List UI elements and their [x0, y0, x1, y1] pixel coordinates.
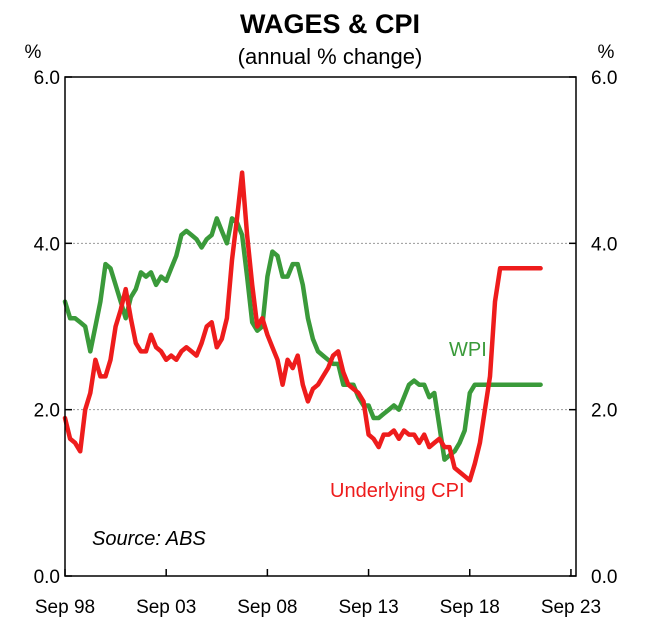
x-tick-label-0: Sep 98 [35, 597, 95, 618]
x-tick-label-1: Sep 03 [136, 597, 196, 618]
y-tick-label-right-1: 2.0 [591, 401, 617, 422]
y-tick-label-left-2: 4.0 [34, 234, 60, 255]
y-tick-label-right-2: 4.0 [591, 234, 617, 255]
axis-ticks [64, 76, 576, 577]
series-label-underlying-cpi: Underlying CPI [330, 480, 465, 502]
series-layer [62, 170, 543, 483]
y-tick-label-right-3: 6.0 [591, 68, 617, 89]
x-tick-label-3: Sep 13 [338, 597, 398, 618]
x-tick-label-4: Sep 18 [440, 597, 500, 618]
chart-subtitle: (annual % change) [238, 44, 423, 69]
y-tick-label-left-0: 0.0 [34, 567, 60, 588]
chart-title: WAGES & CPI [240, 9, 420, 39]
plot-frame [64, 76, 577, 577]
y-tick-labels-left: 0.0 2.0 4.0 6.0 [34, 68, 60, 588]
source-note: Source: ABS [92, 528, 206, 550]
x-tick-labels: Sep 98 Sep 03 Sep 08 Sep 13 Sep 18 Sep 23 [35, 597, 601, 618]
series-label-wpi: WPI [449, 339, 487, 361]
y-tick-label-right-0: 0.0 [591, 567, 617, 588]
x-tick-label-5: Sep 23 [541, 597, 601, 618]
x-tick-label-2: Sep 08 [237, 597, 297, 618]
y-unit-right: % [598, 42, 615, 63]
series-line-underlying-cpi [62, 170, 543, 483]
y-tick-label-left-3: 6.0 [34, 68, 60, 89]
series-line-wpi [62, 216, 543, 462]
gridlines [65, 242, 576, 411]
y-tick-labels-right: 0.0 2.0 4.0 6.0 [591, 68, 617, 588]
y-tick-label-left-1: 2.0 [34, 401, 60, 422]
y-unit-left: % [25, 42, 42, 63]
